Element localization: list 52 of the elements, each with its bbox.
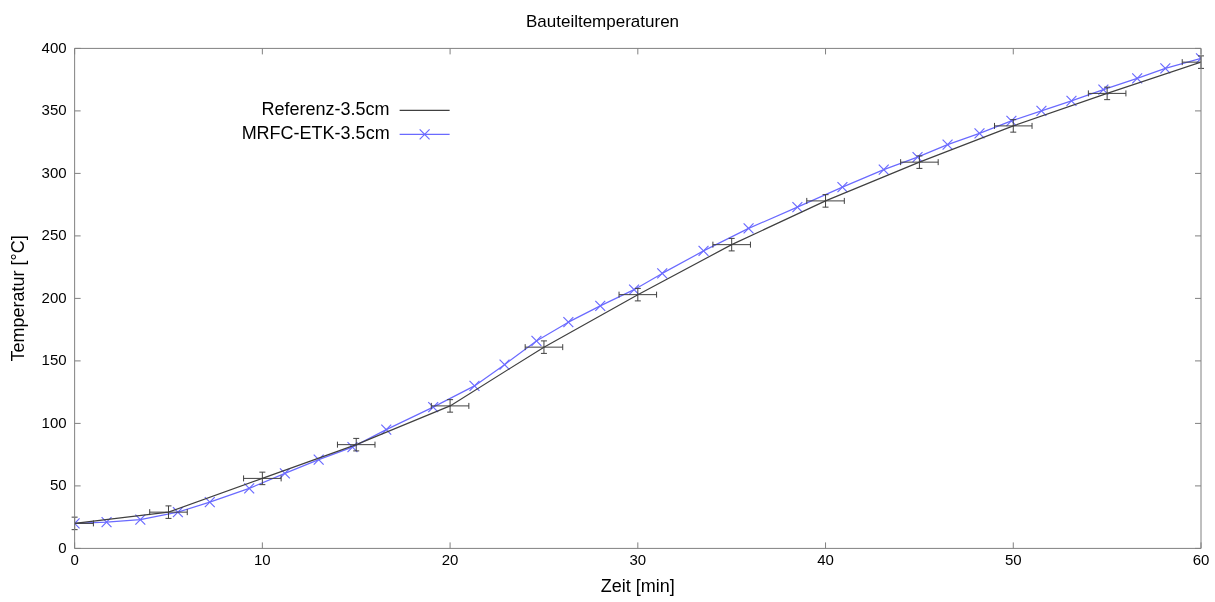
point: [697, 245, 710, 257]
point: [243, 482, 255, 494]
y-tick-label: 300: [41, 163, 67, 181]
point: [346, 441, 359, 453]
x-tick-label: 40: [817, 550, 834, 568]
y-tick-label: 400: [41, 38, 67, 56]
point: [498, 359, 511, 371]
x-tick-label: 50: [1004, 550, 1022, 568]
point: [172, 506, 184, 518]
point: [427, 401, 439, 413]
x-tick-label: 60: [1192, 550, 1210, 568]
x-tick-label: 30: [629, 550, 647, 568]
x-tick-label: 0: [70, 550, 79, 568]
y-tick-label: 100: [41, 413, 67, 431]
chart-title: Bauteiltemperaturen: [525, 11, 680, 31]
point: [878, 164, 890, 176]
point: [100, 516, 113, 528]
point: [1097, 84, 1109, 96]
y-tick-label: 50: [49, 476, 67, 494]
point: [1131, 72, 1143, 84]
point: [836, 181, 848, 193]
point: [313, 454, 325, 466]
point: [380, 424, 392, 436]
point: [468, 380, 481, 392]
legend-label: MRFC-ETK-3.5cm: [241, 123, 390, 144]
y-tick-label: 250: [41, 226, 67, 244]
x-axis-title: Zeit [min]: [600, 576, 675, 597]
point: [1065, 95, 1078, 107]
point: [656, 267, 668, 279]
x-tick-label: 10: [254, 550, 271, 568]
y-tick-label: 150: [41, 351, 67, 369]
point: [973, 127, 986, 139]
point: [594, 300, 606, 312]
legend-label: Referenz-3.5cm: [261, 99, 390, 120]
point: [279, 467, 291, 479]
y-axis-title: Temperatur [°C]: [7, 235, 28, 362]
y-tick-label: 0: [58, 538, 67, 556]
point: [791, 201, 803, 213]
point: [530, 335, 542, 347]
point: [911, 151, 924, 163]
point: [1005, 115, 1017, 127]
point: [1035, 105, 1047, 117]
point: [134, 514, 146, 526]
y-tick-label: 350: [41, 101, 67, 119]
point: [942, 139, 954, 151]
point: [562, 316, 574, 328]
y-tick-label: 200: [41, 288, 67, 306]
point: [204, 496, 216, 508]
point: [743, 222, 755, 234]
point: [1159, 62, 1171, 74]
x-tick-label: 20: [441, 550, 459, 568]
point: [628, 284, 640, 296]
